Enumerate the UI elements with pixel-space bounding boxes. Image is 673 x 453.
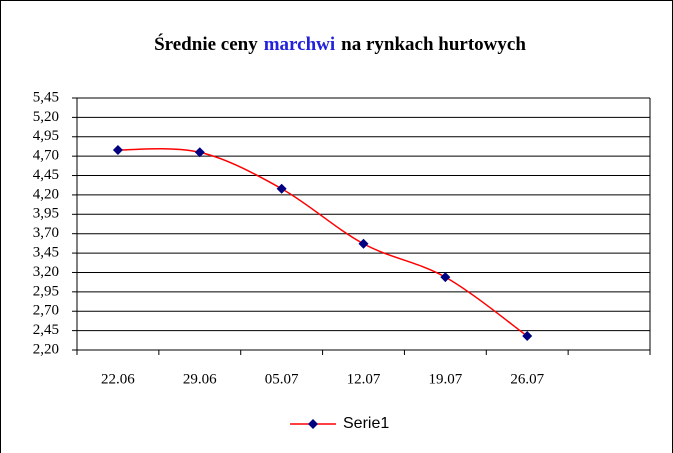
marker — [440, 272, 451, 283]
x-tick-label: 19.07 — [428, 371, 462, 387]
title-part: Średnie ceny — [154, 33, 258, 55]
y-tick-label: 4,45 — [33, 167, 59, 183]
x-tick-label: 12.07 — [347, 371, 381, 387]
marker — [194, 147, 205, 158]
title-part: na rynkach hurtowych — [341, 34, 526, 55]
y-tick-label: 5,20 — [33, 109, 59, 125]
legend-marker — [308, 419, 318, 429]
y-tick-label: 3,70 — [33, 225, 59, 241]
y-tick-label: 4,20 — [33, 186, 59, 202]
marker — [358, 238, 369, 249]
y-tick-label: 2,70 — [33, 303, 59, 319]
x-tick-label: 29.06 — [183, 371, 217, 387]
marker — [112, 144, 123, 155]
x-tick-label: 22.06 — [101, 371, 135, 387]
y-tick-label: 2,20 — [33, 341, 59, 357]
y-tick-label: 2,95 — [33, 283, 59, 299]
x-tick-label: 05.07 — [265, 371, 299, 387]
y-tick-label: 2,45 — [33, 322, 59, 338]
y-tick-label: 4,95 — [33, 128, 59, 144]
series-line — [117, 148, 528, 337]
x-tick-label: 26.07 — [510, 371, 544, 387]
y-tick-label: 3,95 — [33, 206, 59, 222]
y-tick-label: 3,45 — [33, 245, 59, 261]
y-tick-label: 3,20 — [33, 264, 59, 280]
title-part: marchwi — [264, 34, 335, 55]
marker — [276, 183, 287, 194]
marker — [522, 331, 533, 342]
y-tick-label: 5,45 — [33, 89, 59, 105]
chart-title: Średnie ceny marchwi na rynkach hurtowych — [154, 33, 526, 55]
y-tick-label: 4,70 — [33, 148, 59, 164]
legend-label: Serie1 — [343, 415, 389, 432]
